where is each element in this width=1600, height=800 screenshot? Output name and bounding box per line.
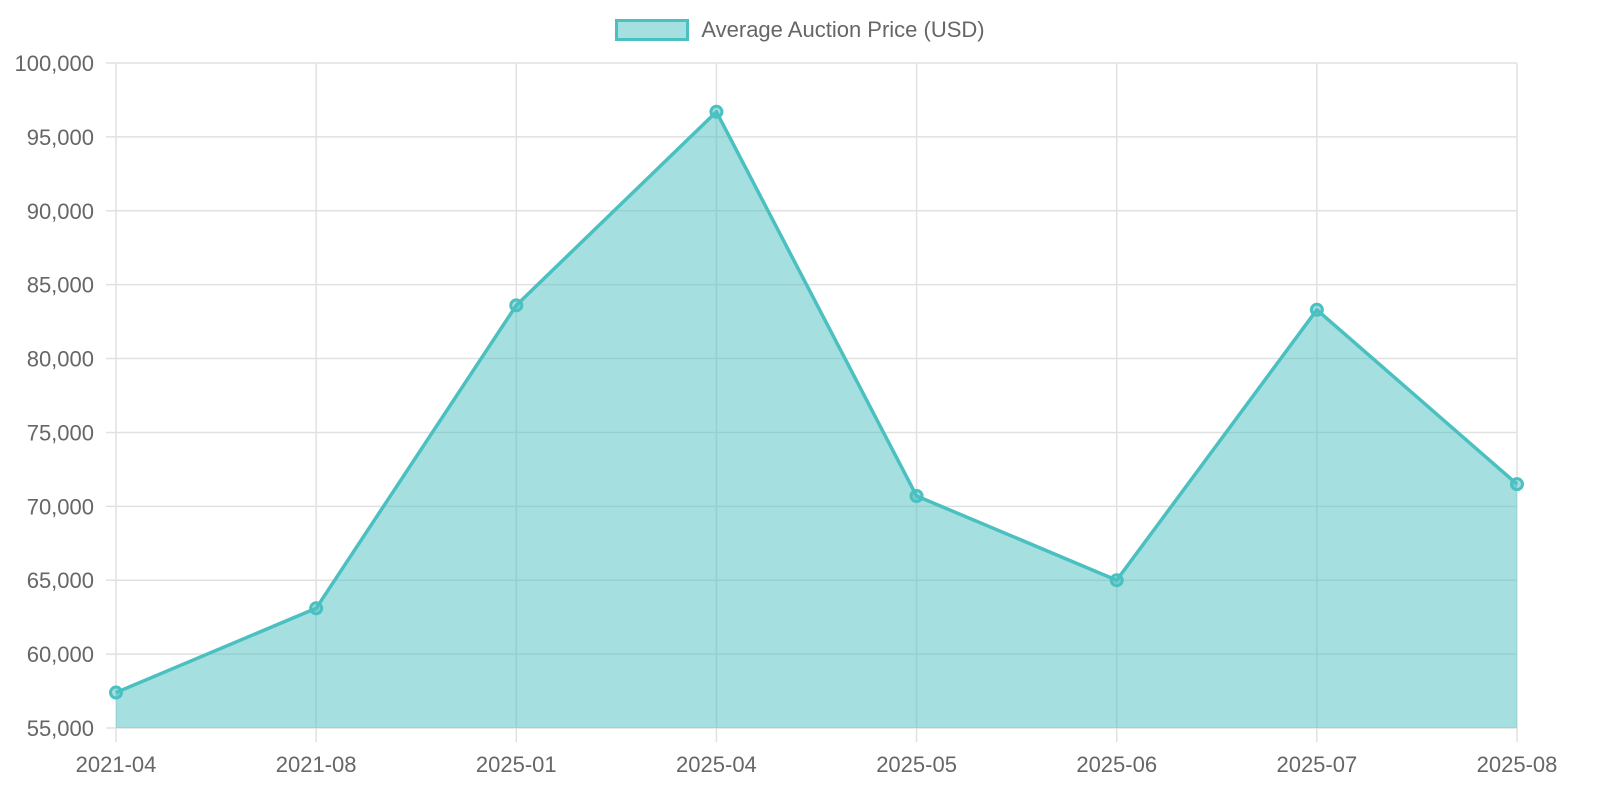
data-point[interactable] [1309,302,1324,317]
y-tick-label: 60,000 [27,642,94,667]
legend-label[interactable]: Average Auction Price (USD) [701,17,985,42]
data-series [109,104,1524,729]
x-tick-label: 2025-06 [1076,752,1157,777]
area-fill [116,111,1517,729]
y-tick-label: 70,000 [27,494,94,519]
y-tick-label: 100,000 [14,51,94,76]
y-tick-label: 90,000 [27,199,94,224]
x-tick-label: 2021-04 [76,752,157,777]
y-axis: 55,000 60,000 65,000 70,000 75,000 80,000 85,0… [14,51,94,741]
x-tick-label: 2025-05 [876,752,957,777]
x-tick-label: 2025-04 [676,752,757,777]
series-line [115,110,1519,695]
data-point[interactable] [509,298,524,313]
data-point[interactable] [109,685,123,700]
y-tick-label: 85,000 [27,273,94,298]
y-tick-label: 55,000 [27,716,94,741]
y-tick-label: 80,000 [27,347,94,372]
x-axis: 2021-04 2021-08 2025-01 2025-04 2025-05 2025-… [76,752,1558,777]
y-tick-label: 95,000 [27,125,94,150]
legend-swatch[interactable] [615,19,690,41]
chart-legend: Average Auction Price (USD) [0,17,1600,43]
data-point[interactable] [1109,573,1124,588]
data-point[interactable] [909,488,924,503]
y-tick-label: 75,000 [27,420,94,445]
data-point[interactable] [1510,477,1524,492]
x-tick-label: 2021-08 [276,752,357,777]
x-tick-label: 2025-08 [1477,752,1558,777]
data-point[interactable] [309,601,324,616]
y-tick-label: 65,000 [27,568,94,593]
x-tick-label: 2025-01 [476,752,557,777]
x-tick-label: 2025-07 [1276,752,1357,777]
data-point[interactable] [709,104,724,119]
